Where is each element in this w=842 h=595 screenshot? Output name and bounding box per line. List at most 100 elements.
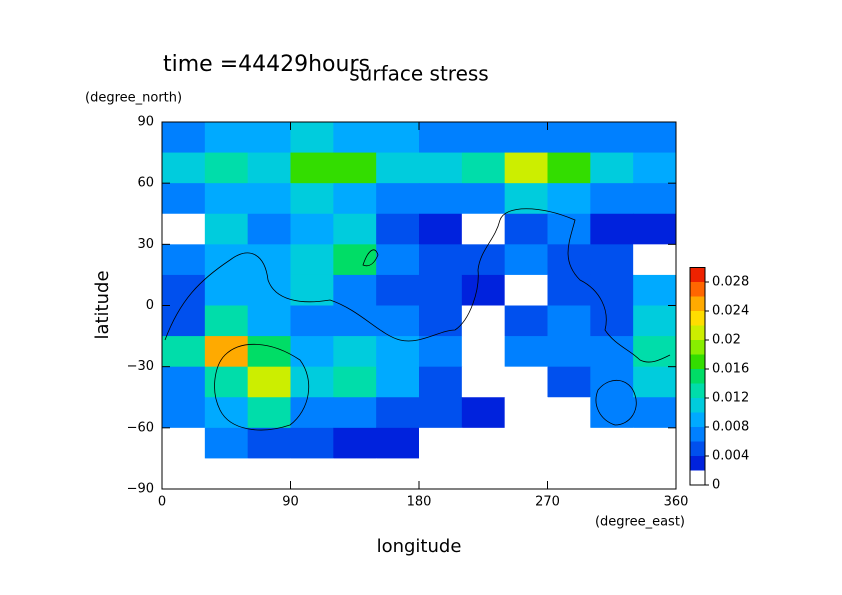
field-cell bbox=[162, 274, 206, 306]
field-cell bbox=[461, 336, 506, 368]
field-cell bbox=[547, 366, 591, 398]
colorbar-tick-label: 0 bbox=[712, 478, 720, 493]
x-tick-label: 270 bbox=[535, 495, 560, 510]
y-tick-label: 30 bbox=[137, 237, 154, 252]
colorbar-band bbox=[690, 398, 705, 413]
field-cell bbox=[419, 427, 463, 459]
field-cell bbox=[633, 336, 677, 368]
colorbar-tick-label: 0.004 bbox=[712, 449, 749, 464]
field-cell bbox=[204, 122, 249, 154]
colorbar-tick-label: 0.024 bbox=[712, 304, 749, 319]
field-cell bbox=[590, 213, 634, 245]
field-cell bbox=[333, 152, 377, 184]
field-cell bbox=[204, 213, 249, 245]
field-cell bbox=[504, 244, 548, 276]
field-cell bbox=[547, 183, 591, 215]
field-cell bbox=[162, 336, 206, 368]
field-cell bbox=[162, 458, 206, 490]
y-axis-title: latitude bbox=[92, 270, 113, 339]
field-cell bbox=[247, 427, 291, 459]
field-cell bbox=[590, 305, 634, 337]
y-tick-label: 90 bbox=[137, 115, 154, 130]
field-cell bbox=[504, 427, 548, 459]
field-cell bbox=[162, 427, 206, 459]
colorbar-tick-label: 0.012 bbox=[712, 391, 749, 406]
field-cell bbox=[247, 366, 291, 398]
field-cell bbox=[376, 122, 420, 154]
field-cell bbox=[333, 427, 377, 459]
field-cell bbox=[633, 122, 677, 154]
colorbar-tick-label: 0.016 bbox=[712, 362, 749, 377]
field-cell bbox=[204, 305, 249, 337]
x-tick-label: 90 bbox=[282, 495, 299, 510]
field-cell bbox=[247, 122, 291, 154]
field-cell bbox=[590, 244, 634, 276]
colorbar-band bbox=[690, 282, 705, 297]
x-tick-label: 180 bbox=[407, 495, 432, 510]
field-cell bbox=[590, 427, 634, 459]
field-cell bbox=[204, 244, 249, 276]
x-axis-title: longitude bbox=[377, 536, 462, 557]
field-cell bbox=[290, 336, 334, 368]
colorbar-band bbox=[690, 311, 705, 326]
colorbar-band bbox=[690, 340, 705, 355]
colorbar-band bbox=[690, 441, 705, 456]
field-cell bbox=[419, 366, 463, 398]
field-cell bbox=[247, 397, 291, 429]
field-cell bbox=[290, 366, 334, 398]
field-cell bbox=[290, 427, 334, 459]
y-tick-label: 0 bbox=[146, 298, 154, 313]
field-cell bbox=[504, 305, 548, 337]
field-cell bbox=[461, 122, 506, 154]
y-tick-label: −90 bbox=[127, 482, 154, 497]
field-cell bbox=[290, 274, 334, 306]
field-cell bbox=[419, 397, 463, 429]
field-cell bbox=[633, 274, 677, 306]
field-cell bbox=[333, 366, 377, 398]
field-cell bbox=[419, 274, 463, 306]
field-cell bbox=[590, 397, 634, 429]
field-cell bbox=[547, 152, 591, 184]
field-cell bbox=[333, 305, 377, 337]
field-cell bbox=[461, 183, 506, 215]
coastlines bbox=[164, 208, 671, 431]
colorbar-band bbox=[690, 369, 705, 384]
x-tick-label: 0 bbox=[158, 495, 166, 510]
field-cell bbox=[333, 397, 377, 429]
field-cell bbox=[419, 305, 463, 337]
field bbox=[162, 122, 677, 490]
field-cell bbox=[419, 183, 463, 215]
field-cell bbox=[633, 397, 677, 429]
colorbar-band bbox=[690, 354, 705, 369]
field-cell bbox=[633, 427, 677, 459]
field-cell bbox=[376, 244, 420, 276]
chart-subtitle: time =44429hours bbox=[163, 52, 370, 77]
field-cell bbox=[547, 397, 591, 429]
field-cell bbox=[333, 244, 377, 276]
field-cell bbox=[162, 122, 206, 154]
colorbar-tick-label: 0.02 bbox=[712, 333, 741, 348]
field-cell bbox=[333, 336, 377, 368]
field-cell bbox=[419, 152, 463, 184]
field-cell bbox=[376, 366, 420, 398]
field-cell bbox=[376, 305, 420, 337]
chart-title: surface stress bbox=[349, 62, 488, 86]
field-cell bbox=[290, 213, 334, 245]
field-cell bbox=[419, 336, 463, 368]
field-cell bbox=[290, 183, 334, 215]
field-cell bbox=[547, 427, 591, 459]
field-cell bbox=[590, 336, 634, 368]
field-cell bbox=[204, 427, 249, 459]
field-cell bbox=[504, 213, 548, 245]
colorbar-band bbox=[690, 267, 705, 282]
field-cell bbox=[290, 397, 334, 429]
field-cell bbox=[461, 458, 506, 490]
field-cell bbox=[333, 458, 377, 490]
field-cell bbox=[461, 397, 506, 429]
field-cell bbox=[204, 152, 249, 184]
field-cell bbox=[376, 152, 420, 184]
field-cell bbox=[461, 366, 506, 398]
field-cell bbox=[376, 274, 420, 306]
field-cell bbox=[162, 152, 206, 184]
field-cell bbox=[461, 305, 506, 337]
